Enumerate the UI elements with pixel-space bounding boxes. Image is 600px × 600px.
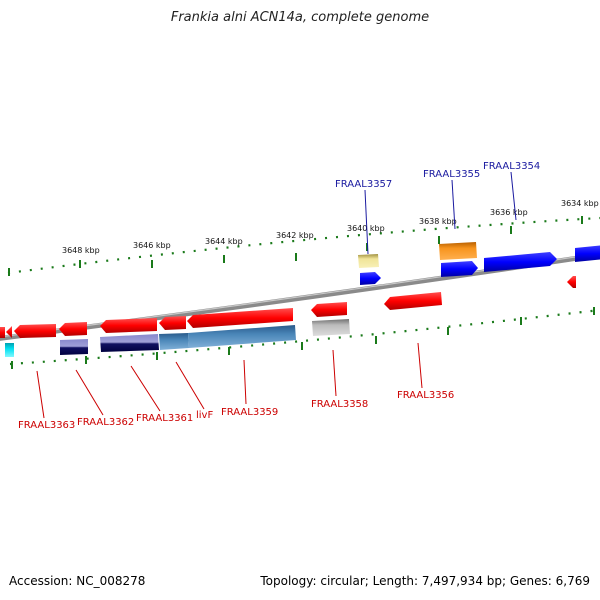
feature-block[interactable] bbox=[60, 339, 88, 355]
gene-label[interactable]: FRAAL3359 bbox=[221, 407, 278, 418]
label-connectors bbox=[36, 171, 517, 419]
gene-arrow[interactable] bbox=[159, 316, 186, 330]
gene-arrow[interactable] bbox=[384, 292, 442, 310]
feature-block[interactable] bbox=[439, 242, 477, 260]
feature-block[interactable] bbox=[358, 254, 379, 268]
scale-labels: 3648 kbp 3646 kbp 3644 kbp 3642 kbp 3640… bbox=[62, 199, 599, 255]
gene-arrow[interactable] bbox=[441, 261, 478, 277]
inner-features bbox=[5, 319, 350, 357]
map-title: Frankia alni ACN14a, complete genome bbox=[170, 10, 430, 25]
gene-arrow[interactable] bbox=[100, 318, 157, 333]
gene-arrow[interactable] bbox=[6, 326, 12, 338]
scale-label: 3634 kbp bbox=[561, 199, 599, 208]
forward-genes bbox=[358, 242, 600, 285]
gene-label[interactable]: FRAAL3355 bbox=[423, 169, 480, 180]
feature-block[interactable] bbox=[5, 343, 14, 357]
feature-block[interactable] bbox=[159, 333, 189, 350]
gene-label[interactable]: FRAAL3357 bbox=[335, 179, 392, 190]
reverse-genes bbox=[0, 276, 576, 338]
gene-label[interactable]: FRAAL3358 bbox=[311, 399, 368, 410]
gene-label[interactable]: FRAAL3361 bbox=[136, 413, 193, 424]
scale-label: 3646 kbp bbox=[133, 241, 171, 250]
gene-label[interactable]: FRAAL3354 bbox=[483, 161, 540, 172]
inner-ruler bbox=[9, 307, 600, 369]
gene-arrow[interactable] bbox=[187, 308, 293, 328]
gene-arrow[interactable] bbox=[0, 327, 5, 338]
gene-arrow[interactable] bbox=[484, 252, 557, 272]
scale-label: 3640 kbp bbox=[347, 224, 385, 233]
gene-labels-bottom: FRAAL3363 FRAAL3362 FRAAL3361 livF FRAAL… bbox=[18, 390, 454, 431]
gene-label[interactable]: livF bbox=[196, 410, 213, 421]
scale-label: 3636 kbp bbox=[490, 208, 528, 217]
gene-labels-top: FRAAL3357 FRAAL3355 FRAAL3354 bbox=[335, 161, 540, 190]
scale-label: 3642 kbp bbox=[276, 231, 314, 240]
scale-label: 3648 kbp bbox=[62, 246, 100, 255]
gene-arrow[interactable] bbox=[575, 245, 600, 262]
scale-label: 3644 kbp bbox=[205, 237, 243, 246]
gene-arrow[interactable] bbox=[311, 302, 347, 317]
gene-label[interactable]: FRAAL3356 bbox=[397, 390, 454, 401]
gene-arrow[interactable] bbox=[567, 276, 576, 288]
outer-ruler bbox=[7, 216, 600, 276]
scale-label: 3638 kbp bbox=[419, 217, 457, 226]
accession-text: Accession: NC_008278 bbox=[9, 574, 146, 588]
genome-summary-text: Topology: circular; Length: 7,497,934 bp… bbox=[260, 574, 590, 588]
gene-label[interactable]: FRAAL3362 bbox=[77, 417, 134, 428]
gene-arrow[interactable] bbox=[360, 272, 381, 285]
feature-block[interactable] bbox=[100, 334, 159, 352]
gene-arrow[interactable] bbox=[14, 324, 56, 338]
feature-block[interactable] bbox=[312, 319, 350, 336]
feature-block[interactable] bbox=[188, 325, 296, 348]
gene-label[interactable]: FRAAL3363 bbox=[18, 420, 75, 431]
gene-arrow[interactable] bbox=[59, 322, 87, 336]
